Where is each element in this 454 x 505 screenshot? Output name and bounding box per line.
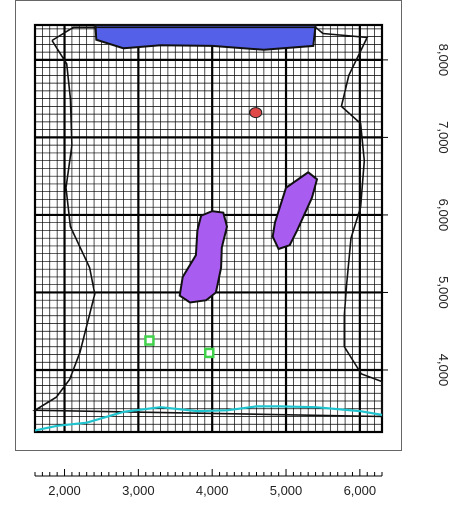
outer-boundary-line [32,26,383,418]
purple-body-left [178,210,229,304]
y-tick-label: 8,000 [436,44,451,77]
x-tick-label: 6,000 [344,483,377,498]
y-tick-label: 5,000 [436,276,451,309]
red-well-marker[interactable] [249,107,263,119]
x-tick-label: 4,000 [196,483,229,498]
y-tick-label: 4,000 [436,354,451,387]
x-axis: 2,000 3,000 4,000 5,000 6,000 [34,469,383,498]
x-tick-label: 2,000 [48,483,81,498]
purple-body-right [271,171,319,251]
green-well-marker[interactable] [203,347,215,359]
x-tick-label: 5,000 [270,483,303,498]
well-markers[interactable] [144,107,263,359]
green-well-marker[interactable] [144,335,155,346]
y-tick-label: 7,000 [436,121,451,154]
x-tick-label: 3,000 [122,483,155,498]
contour-lines [32,26,383,432]
y-axis: 4,000 5,000 6,000 7,000 8,000 [382,44,451,387]
y-tick-label: 6,000 [436,199,451,232]
blue-top-body [94,24,317,51]
cyan-contour-line [34,405,383,432]
geologic-bodies [94,24,319,304]
